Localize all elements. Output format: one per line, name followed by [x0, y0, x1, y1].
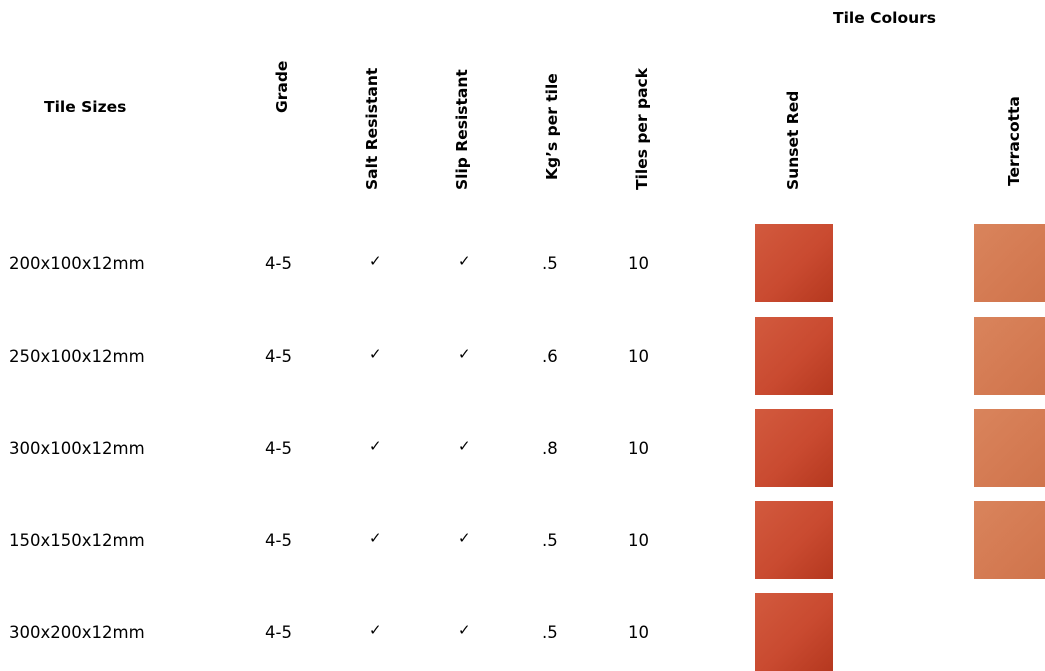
- grade-cell: 4-5: [265, 254, 292, 273]
- tiles-per-pack-cell: 10: [628, 623, 649, 642]
- grade-cell: 4-5: [265, 439, 292, 458]
- header-sunset-red: Sunset Red: [784, 90, 802, 190]
- size-cell: 300x100x12mm: [9, 439, 145, 458]
- slip-resistant-check-icon: ✓: [458, 345, 471, 363]
- kg-per-tile-cell: .6: [542, 347, 558, 366]
- kg-per-tile-cell: .5: [542, 254, 558, 273]
- tiles-per-pack-cell: 10: [628, 254, 649, 273]
- salt-resistant-check-icon: ✓: [369, 345, 382, 363]
- header-slip-resistant: Slip Resistant: [453, 69, 471, 190]
- salt-resistant-check-icon: ✓: [369, 252, 382, 270]
- header-grade: Grade: [273, 60, 291, 113]
- header-tiles-per-pack: Tiles per pack: [633, 67, 651, 190]
- slip-resistant-check-icon: ✓: [458, 252, 471, 270]
- terracotta-swatch: [974, 501, 1045, 579]
- tiles-per-pack-cell: 10: [628, 531, 649, 550]
- grade-cell: 4-5: [265, 623, 292, 642]
- kg-per-tile-cell: .5: [542, 623, 558, 642]
- size-cell: 250x100x12mm: [9, 347, 145, 366]
- sunset-red-swatch: [755, 224, 833, 302]
- sunset-red-swatch: [755, 409, 833, 487]
- slip-resistant-check-icon: ✓: [458, 621, 471, 639]
- tile-colours-heading: Tile Colours: [833, 9, 936, 27]
- header-kgs-per-tile: Kg’s per tile: [543, 73, 561, 180]
- header-tile-sizes: Tile Sizes: [44, 98, 127, 116]
- sunset-red-swatch: [755, 593, 833, 671]
- sunset-red-swatch: [755, 317, 833, 395]
- tiles-per-pack-cell: 10: [628, 439, 649, 458]
- kg-per-tile-cell: .8: [542, 439, 558, 458]
- grade-cell: 4-5: [265, 531, 292, 550]
- size-cell: 150x150x12mm: [9, 531, 145, 550]
- size-cell: 300x200x12mm: [9, 623, 145, 642]
- header-terracotta: Terracotta: [1005, 96, 1023, 186]
- salt-resistant-check-icon: ✓: [369, 621, 382, 639]
- header-salt-resistant: Salt Resistant: [363, 67, 381, 190]
- terracotta-swatch: [974, 409, 1045, 487]
- slip-resistant-check-icon: ✓: [458, 437, 471, 455]
- sunset-red-swatch: [755, 501, 833, 579]
- salt-resistant-check-icon: ✓: [369, 437, 382, 455]
- grade-cell: 4-5: [265, 347, 292, 366]
- slip-resistant-check-icon: ✓: [458, 529, 471, 547]
- kg-per-tile-cell: .5: [542, 531, 558, 550]
- tiles-per-pack-cell: 10: [628, 347, 649, 366]
- size-cell: 200x100x12mm: [9, 254, 145, 273]
- terracotta-swatch: [974, 224, 1045, 302]
- terracotta-swatch: [974, 317, 1045, 395]
- salt-resistant-check-icon: ✓: [369, 529, 382, 547]
